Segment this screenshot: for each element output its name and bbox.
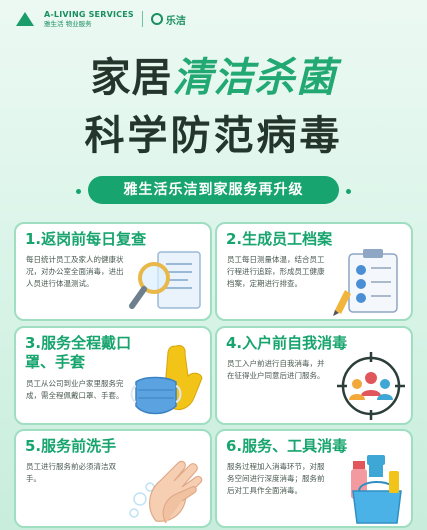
card-title: 2.生成员工档案 <box>226 230 333 248</box>
a-living-logo-icon <box>14 10 36 28</box>
magnifier-document-icon <box>129 251 201 309</box>
logo-en: A-LIVING SERVICES <box>44 9 134 19</box>
card-desc: 员工进行服务前必须清洁双手。 <box>26 462 116 483</box>
card-daily-check: 1.返岗前每日复查 每日统计员工及家人的健康状况，对办公室全面消毒，进出人员进行… <box>14 222 212 321</box>
title-line-1a: 家居 <box>90 55 173 101</box>
card-title: 4.入户前自我消毒 <box>226 334 348 352</box>
title-line-2: 科学防范病毒 <box>84 113 343 159</box>
subtitle-dot-left <box>76 189 81 194</box>
employee-profile-icon <box>333 249 398 316</box>
card-employee-file: 2.生成员工档案 员工每日测量体温，结合员工行程进行追踪，形成员工健康档案，定期… <box>215 222 413 321</box>
card-title: 1.返岗前每日复查 <box>25 230 147 248</box>
card-desc: 服务过程加入消毒环节，对服务空间进行深度消毒；服务前后对工具作全面消毒。 <box>227 462 325 495</box>
header-logos: A-LIVING SERVICES 雅生活 物业服务 乐洁 <box>14 6 186 32</box>
lejie-logo-icon <box>150 13 163 25</box>
card-mask-gloves: 3.服务全程戴口罩、手套 员工从公司到业户家里服务完成，需全程佩戴口罩、手套。 <box>14 326 212 425</box>
title-line-1b: 清洁杀菌 <box>172 55 337 101</box>
subtitle-banner: 雅生活乐洁到家服务再升级 <box>88 176 339 204</box>
card-desc: 每日统计员工及家人的健康状况，对办公室全面消毒，进出人员进行体温测试。 <box>26 255 124 288</box>
a-living-logo: A-LIVING SERVICES 雅生活 物业服务 <box>44 9 134 28</box>
card-handwash: 5.服务前洗手 员工进行服务前必须清洁双手。 <box>14 429 212 528</box>
cleaning-tools-icon <box>351 455 402 524</box>
mask-gloves-icon <box>130 345 203 415</box>
card-tool-disinfect: 6.服务、工具消毒 服务过程加入消毒环节，对服务空间进行深度消毒；服务前后对工具… <box>215 429 413 528</box>
card-desc: 员工从公司到业户家里服务完成，需全程佩戴口罩、手套。 <box>26 379 124 400</box>
card-desc: 员工入户前进行自我消毒，并在征得业户同意后进门服务。 <box>227 359 325 380</box>
lejie-logo: 乐洁 <box>150 12 186 27</box>
card-title: 5.服务前洗手 <box>25 437 117 455</box>
card-title: 3.服务全程戴口罩、手套 <box>25 334 132 371</box>
handwash-icon <box>129 460 203 524</box>
card-title: 6.服务、工具消毒 <box>226 437 348 455</box>
logo-divider <box>141 11 143 27</box>
card-self-disinfect: 4.入户前自我消毒 员工入户前进行自我消毒，并在征得业户同意后进门服务。 <box>215 326 413 425</box>
subtitle-dot-right <box>346 189 351 194</box>
disinfect-target-icon <box>337 352 405 420</box>
title-line-1: 家居清洁杀菌 <box>0 52 427 104</box>
lejie-logo-text: 乐洁 <box>165 15 186 27</box>
logo-cn: 雅生活 物业服务 <box>44 19 92 28</box>
card-desc: 员工每日测量体温，结合员工行程进行追踪，形成员工健康档案，定期进行排查。 <box>227 255 325 288</box>
